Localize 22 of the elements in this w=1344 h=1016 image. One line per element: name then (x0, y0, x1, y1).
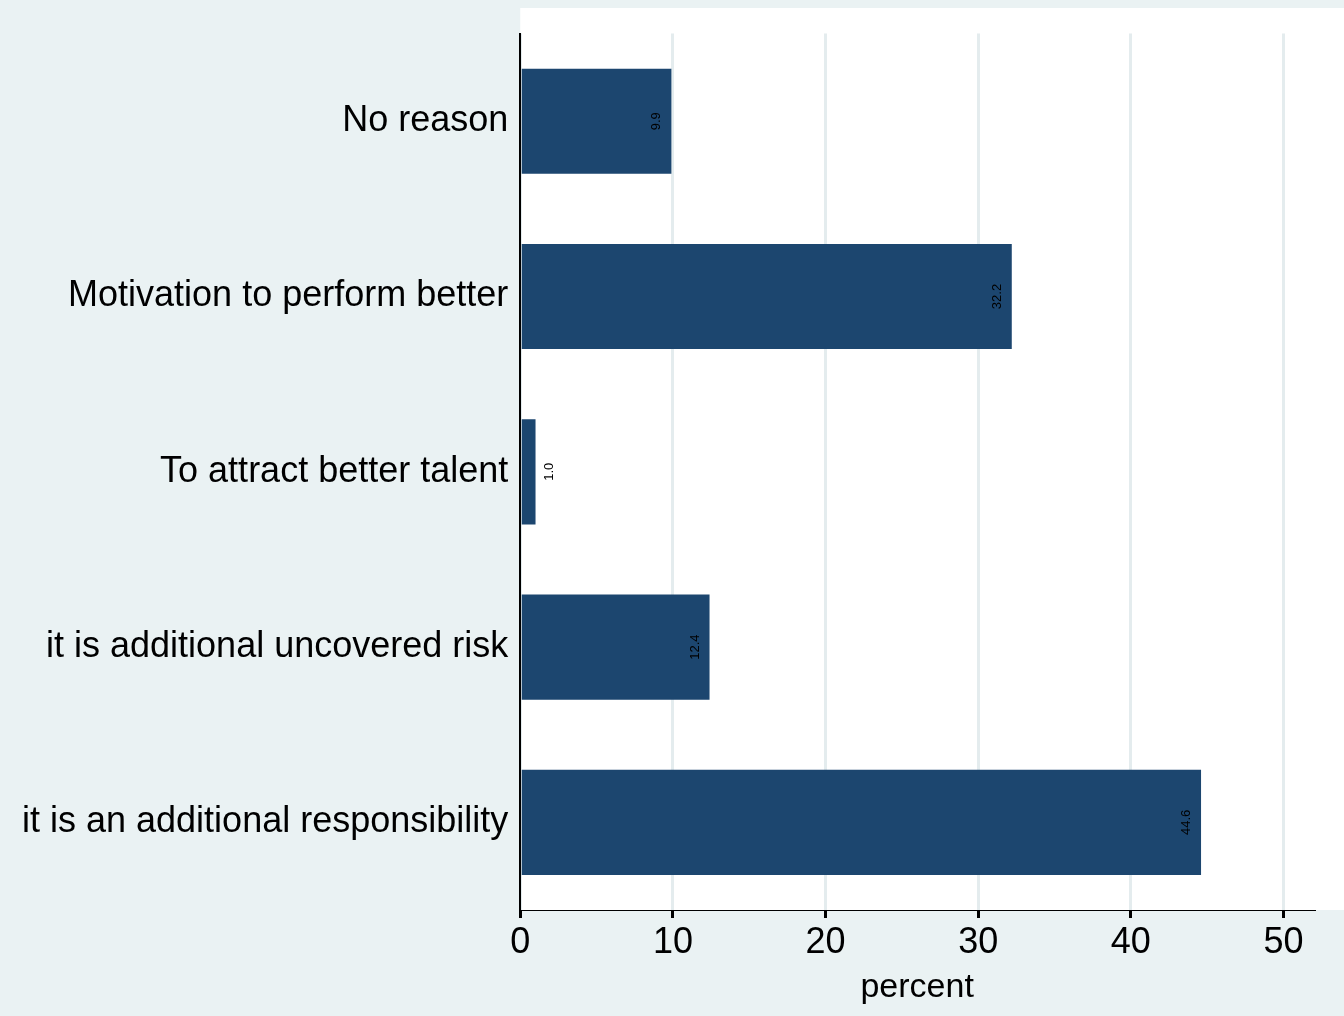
data-label: 32.2 (988, 283, 1004, 310)
x-tick-label: 50 (1263, 919, 1304, 961)
bar (521, 769, 1202, 875)
data-label: 9.9 (648, 112, 664, 131)
bar (521, 594, 710, 700)
y-tick-label: it is additional uncovered risk (46, 624, 510, 665)
x-tick-label: 40 (1110, 919, 1151, 961)
data-label: 12.4 (686, 634, 702, 660)
x-axis-title: percent (860, 965, 975, 1004)
x-tick-label: 30 (958, 919, 999, 961)
y-tick-label: To attract better talent (160, 448, 509, 490)
x-tick-label: 20 (805, 919, 846, 961)
data-label: 1.0 (540, 462, 556, 481)
y-tick-label: No reason (342, 98, 509, 140)
data-label: 44.6 (1178, 809, 1194, 836)
bar (521, 419, 536, 525)
bar (521, 243, 1012, 350)
bar (521, 68, 672, 174)
x-tick-label: 10 (652, 919, 693, 961)
y-tick-label: it is an additional responsibility (22, 799, 509, 841)
y-tick-label: Motivation to perform better (68, 273, 509, 315)
x-tick-label: 0 (510, 919, 531, 961)
